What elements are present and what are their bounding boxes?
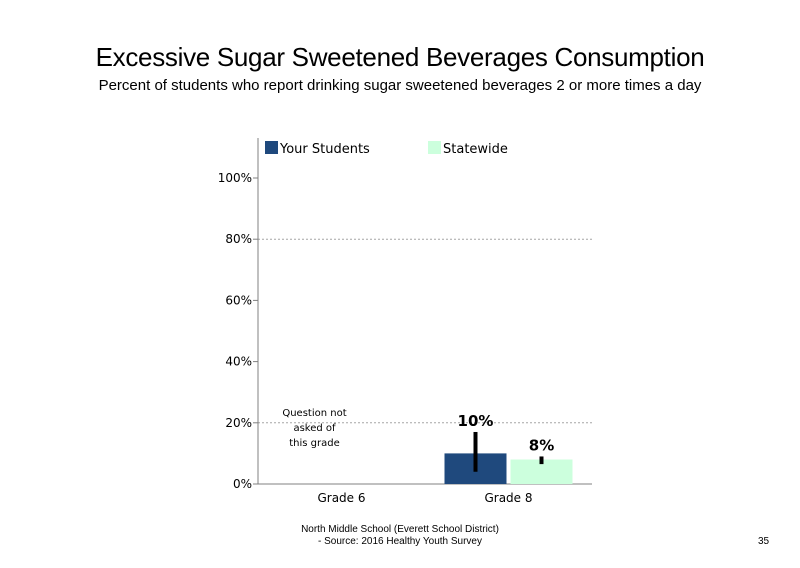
chart-subtitle: Percent of students who report drinking … [98, 77, 702, 94]
data-labels: 10% 8% [458, 412, 555, 454]
annotation-line: Question not [282, 408, 346, 419]
x-tick-label: Grade 6 [317, 491, 365, 505]
y-tick-label: 0% [233, 477, 252, 491]
x-tick-labels: Grade 6 Grade 8 [317, 491, 532, 505]
data-label: 10% [458, 412, 494, 430]
y-tick-labels: 0% 20% 40% 60% 80% 100% [218, 171, 258, 491]
page-number: 35 [758, 536, 770, 547]
y-tick-label: 80% [225, 232, 252, 246]
legend-label: Your Students [279, 142, 370, 157]
annotations: Question not asked of this grade [282, 408, 346, 449]
y-tick-label: 60% [225, 293, 252, 307]
footer-source: North Middle School (Everett School Dist… [200, 524, 600, 548]
error-bars [473, 431, 544, 472]
y-tick-label: 20% [225, 416, 252, 430]
data-label: 8% [529, 436, 554, 454]
annotation-line: this grade [289, 438, 340, 449]
x-tick-label: Grade 8 [484, 491, 532, 505]
legend: Your Students Statewide [265, 141, 508, 157]
legend-swatch [428, 141, 441, 154]
gridlines [258, 238, 592, 424]
bars [444, 453, 573, 484]
y-tick-label: 40% [225, 355, 252, 369]
footer-source-line: - Source: 2016 Healthy Youth Survey [318, 536, 482, 547]
page-title: Excessive Sugar Sweetened Beverages Cons… [95, 42, 705, 72]
footer-school: North Middle School (Everett School Dist… [301, 524, 499, 535]
annotation-line: asked of [293, 423, 336, 434]
legend-swatch [265, 141, 278, 154]
legend-label: Statewide [443, 142, 508, 157]
y-tick-label: 100% [218, 171, 252, 185]
